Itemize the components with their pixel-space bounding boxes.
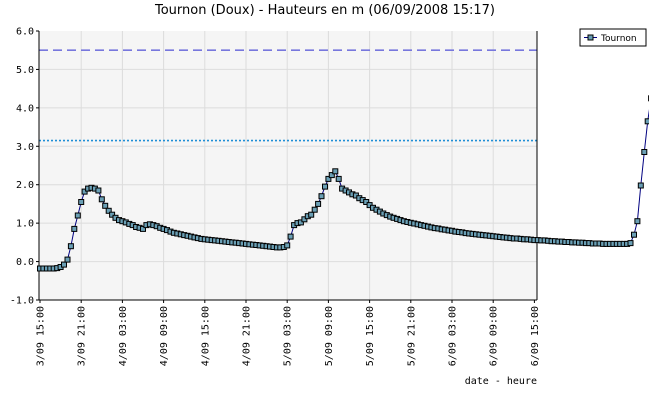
data-point bbox=[61, 261, 67, 268]
y-tick-label: 1.0 bbox=[16, 219, 34, 230]
x-axis-ticks: 3/09 15:00 3/09 21:00 4/09 03:00 4/09 09:00… bbox=[36, 300, 541, 366]
x-tick-label: 4/09 21:00 bbox=[242, 306, 253, 366]
chart-title: Tournon (Doux) - Hauteurs en m (06/09/20… bbox=[154, 3, 495, 18]
data-point bbox=[67, 243, 74, 250]
y-tick-label: 2.0 bbox=[16, 180, 34, 191]
x-tick-label: 4/09 15:00 bbox=[200, 306, 211, 366]
x-tick-label: 4/09 09:00 bbox=[159, 306, 170, 366]
y-tick-label: -1.0 bbox=[10, 296, 34, 307]
series-markers bbox=[37, 95, 649, 272]
data-point bbox=[98, 196, 105, 203]
data-point bbox=[64, 256, 71, 263]
data-point bbox=[631, 231, 637, 238]
legend: Tournon bbox=[579, 28, 647, 47]
data-point bbox=[284, 242, 291, 249]
data-point bbox=[105, 207, 112, 214]
y-tick-label: 0.0 bbox=[16, 257, 34, 268]
data-point bbox=[311, 206, 318, 213]
x-tick-label: 6/09 03:00 bbox=[448, 306, 459, 366]
data-point bbox=[315, 200, 322, 207]
data-point bbox=[363, 199, 370, 205]
y-tick-label: 6.0 bbox=[16, 27, 34, 38]
legend-box bbox=[579, 28, 647, 47]
data-point bbox=[641, 149, 648, 155]
grid-lines bbox=[39, 31, 537, 300]
data-point bbox=[308, 211, 315, 218]
data-point bbox=[328, 172, 335, 179]
y-tick-label: 5.0 bbox=[16, 65, 34, 76]
data-point bbox=[332, 168, 339, 175]
x-tick-label: 4/09 03:00 bbox=[118, 306, 129, 366]
data-point bbox=[74, 212, 81, 219]
data-point bbox=[318, 193, 325, 200]
y-tick-label: 3.0 bbox=[16, 142, 34, 153]
data-point bbox=[325, 175, 332, 182]
data-point bbox=[297, 219, 304, 226]
data-point bbox=[95, 187, 102, 194]
data-point bbox=[644, 118, 649, 125]
x-tick-label: 3/09 21:00 bbox=[77, 306, 88, 366]
data-point bbox=[335, 175, 342, 182]
data-point bbox=[301, 216, 308, 223]
data-point bbox=[627, 240, 634, 247]
y-axis-ticks: -1.0 0.0 1.0 2.0 3.0 4.0 5.0 6.0 bbox=[10, 27, 39, 307]
data-point bbox=[637, 182, 644, 189]
x-tick-label: 5/09 15:00 bbox=[365, 306, 376, 366]
x-axis-label: date - heure bbox=[465, 376, 537, 387]
x-tick-label: 6/09 09:00 bbox=[489, 306, 500, 366]
data-point bbox=[78, 199, 85, 205]
data-point bbox=[287, 233, 294, 240]
x-tick-label: 5/09 21:00 bbox=[406, 306, 417, 366]
data-point bbox=[71, 225, 78, 232]
data-point bbox=[109, 211, 116, 218]
data-point bbox=[102, 202, 109, 209]
data-point bbox=[322, 183, 328, 190]
y-tick-label: 4.0 bbox=[16, 103, 34, 114]
data-point bbox=[634, 218, 641, 225]
x-tick-label: 5/09 03:00 bbox=[283, 306, 294, 366]
legend-label: Tournon bbox=[600, 34, 637, 44]
threshold-lines bbox=[39, 49, 537, 142]
x-tick-label: 6/09 15:00 bbox=[530, 306, 541, 366]
x-tick-label: 3/09 15:00 bbox=[36, 306, 47, 366]
data-point bbox=[140, 225, 146, 232]
legend-swatch-marker bbox=[587, 34, 594, 41]
plot-area bbox=[39, 31, 537, 300]
x-tick-label: 5/09 09:00 bbox=[324, 306, 335, 366]
